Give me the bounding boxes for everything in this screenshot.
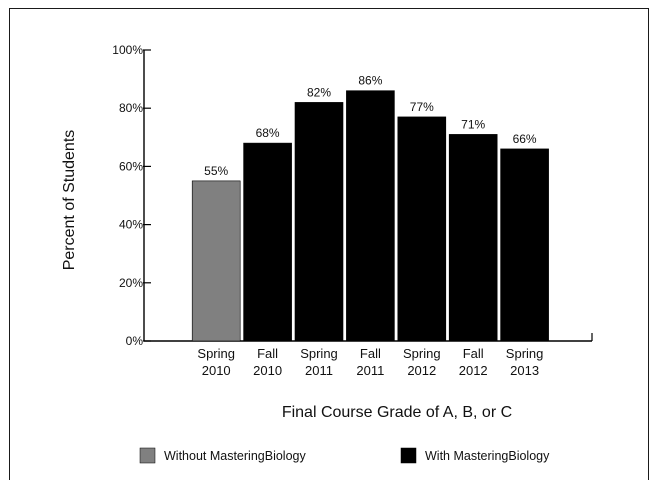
data-label: 55% — [204, 164, 228, 178]
bar — [500, 148, 549, 342]
bars: 55% Spring 2010 68% Fall 2010 82% Spring 2011 86%… — [191, 74, 549, 378]
category-label: Fall 2011 — [356, 346, 384, 378]
y-tick-label: 40% — [119, 218, 143, 232]
legend-swatch — [400, 447, 417, 464]
bar — [243, 142, 292, 342]
y-tick-label: 0% — [126, 334, 144, 348]
bar — [191, 180, 241, 342]
category-label: Fall 2012 — [459, 346, 488, 378]
legend-swatch — [139, 447, 156, 464]
bar — [397, 116, 447, 342]
bar — [294, 102, 344, 342]
legend-label: With MasteringBiology — [425, 449, 550, 463]
y-tick-label: 20% — [119, 276, 143, 290]
category-label: Spring 2013 — [506, 346, 544, 378]
data-label: 66% — [513, 132, 537, 146]
category-label: Spring 2010 — [197, 346, 235, 378]
legend: Without MasteringBiology With MasteringBi… — [139, 447, 550, 464]
category-label: Spring 2012 — [403, 346, 441, 378]
category-label: Spring 2011 — [300, 346, 338, 378]
chart-frame — [9, 8, 649, 480]
x-axis-title: Final Course Grade of A, B, or C — [282, 404, 512, 421]
y-tick-label: 60% — [119, 159, 143, 173]
y-axis: 0% 20% 40% 60% 80% 100% — [112, 43, 151, 348]
data-label: 71% — [461, 117, 485, 131]
y-tick-label: 100% — [112, 43, 143, 57]
y-tick-label: 80% — [119, 101, 143, 115]
data-label: 82% — [307, 85, 331, 99]
category-label: Fall 2010 — [253, 346, 282, 378]
bar — [448, 134, 498, 342]
bar — [346, 90, 395, 342]
data-label: 68% — [256, 126, 280, 140]
data-label: 86% — [358, 74, 382, 88]
legend-label: Without MasteringBiology — [164, 449, 306, 463]
data-label: 77% — [410, 100, 434, 114]
y-axis-title: Percent of Students — [61, 130, 78, 271]
